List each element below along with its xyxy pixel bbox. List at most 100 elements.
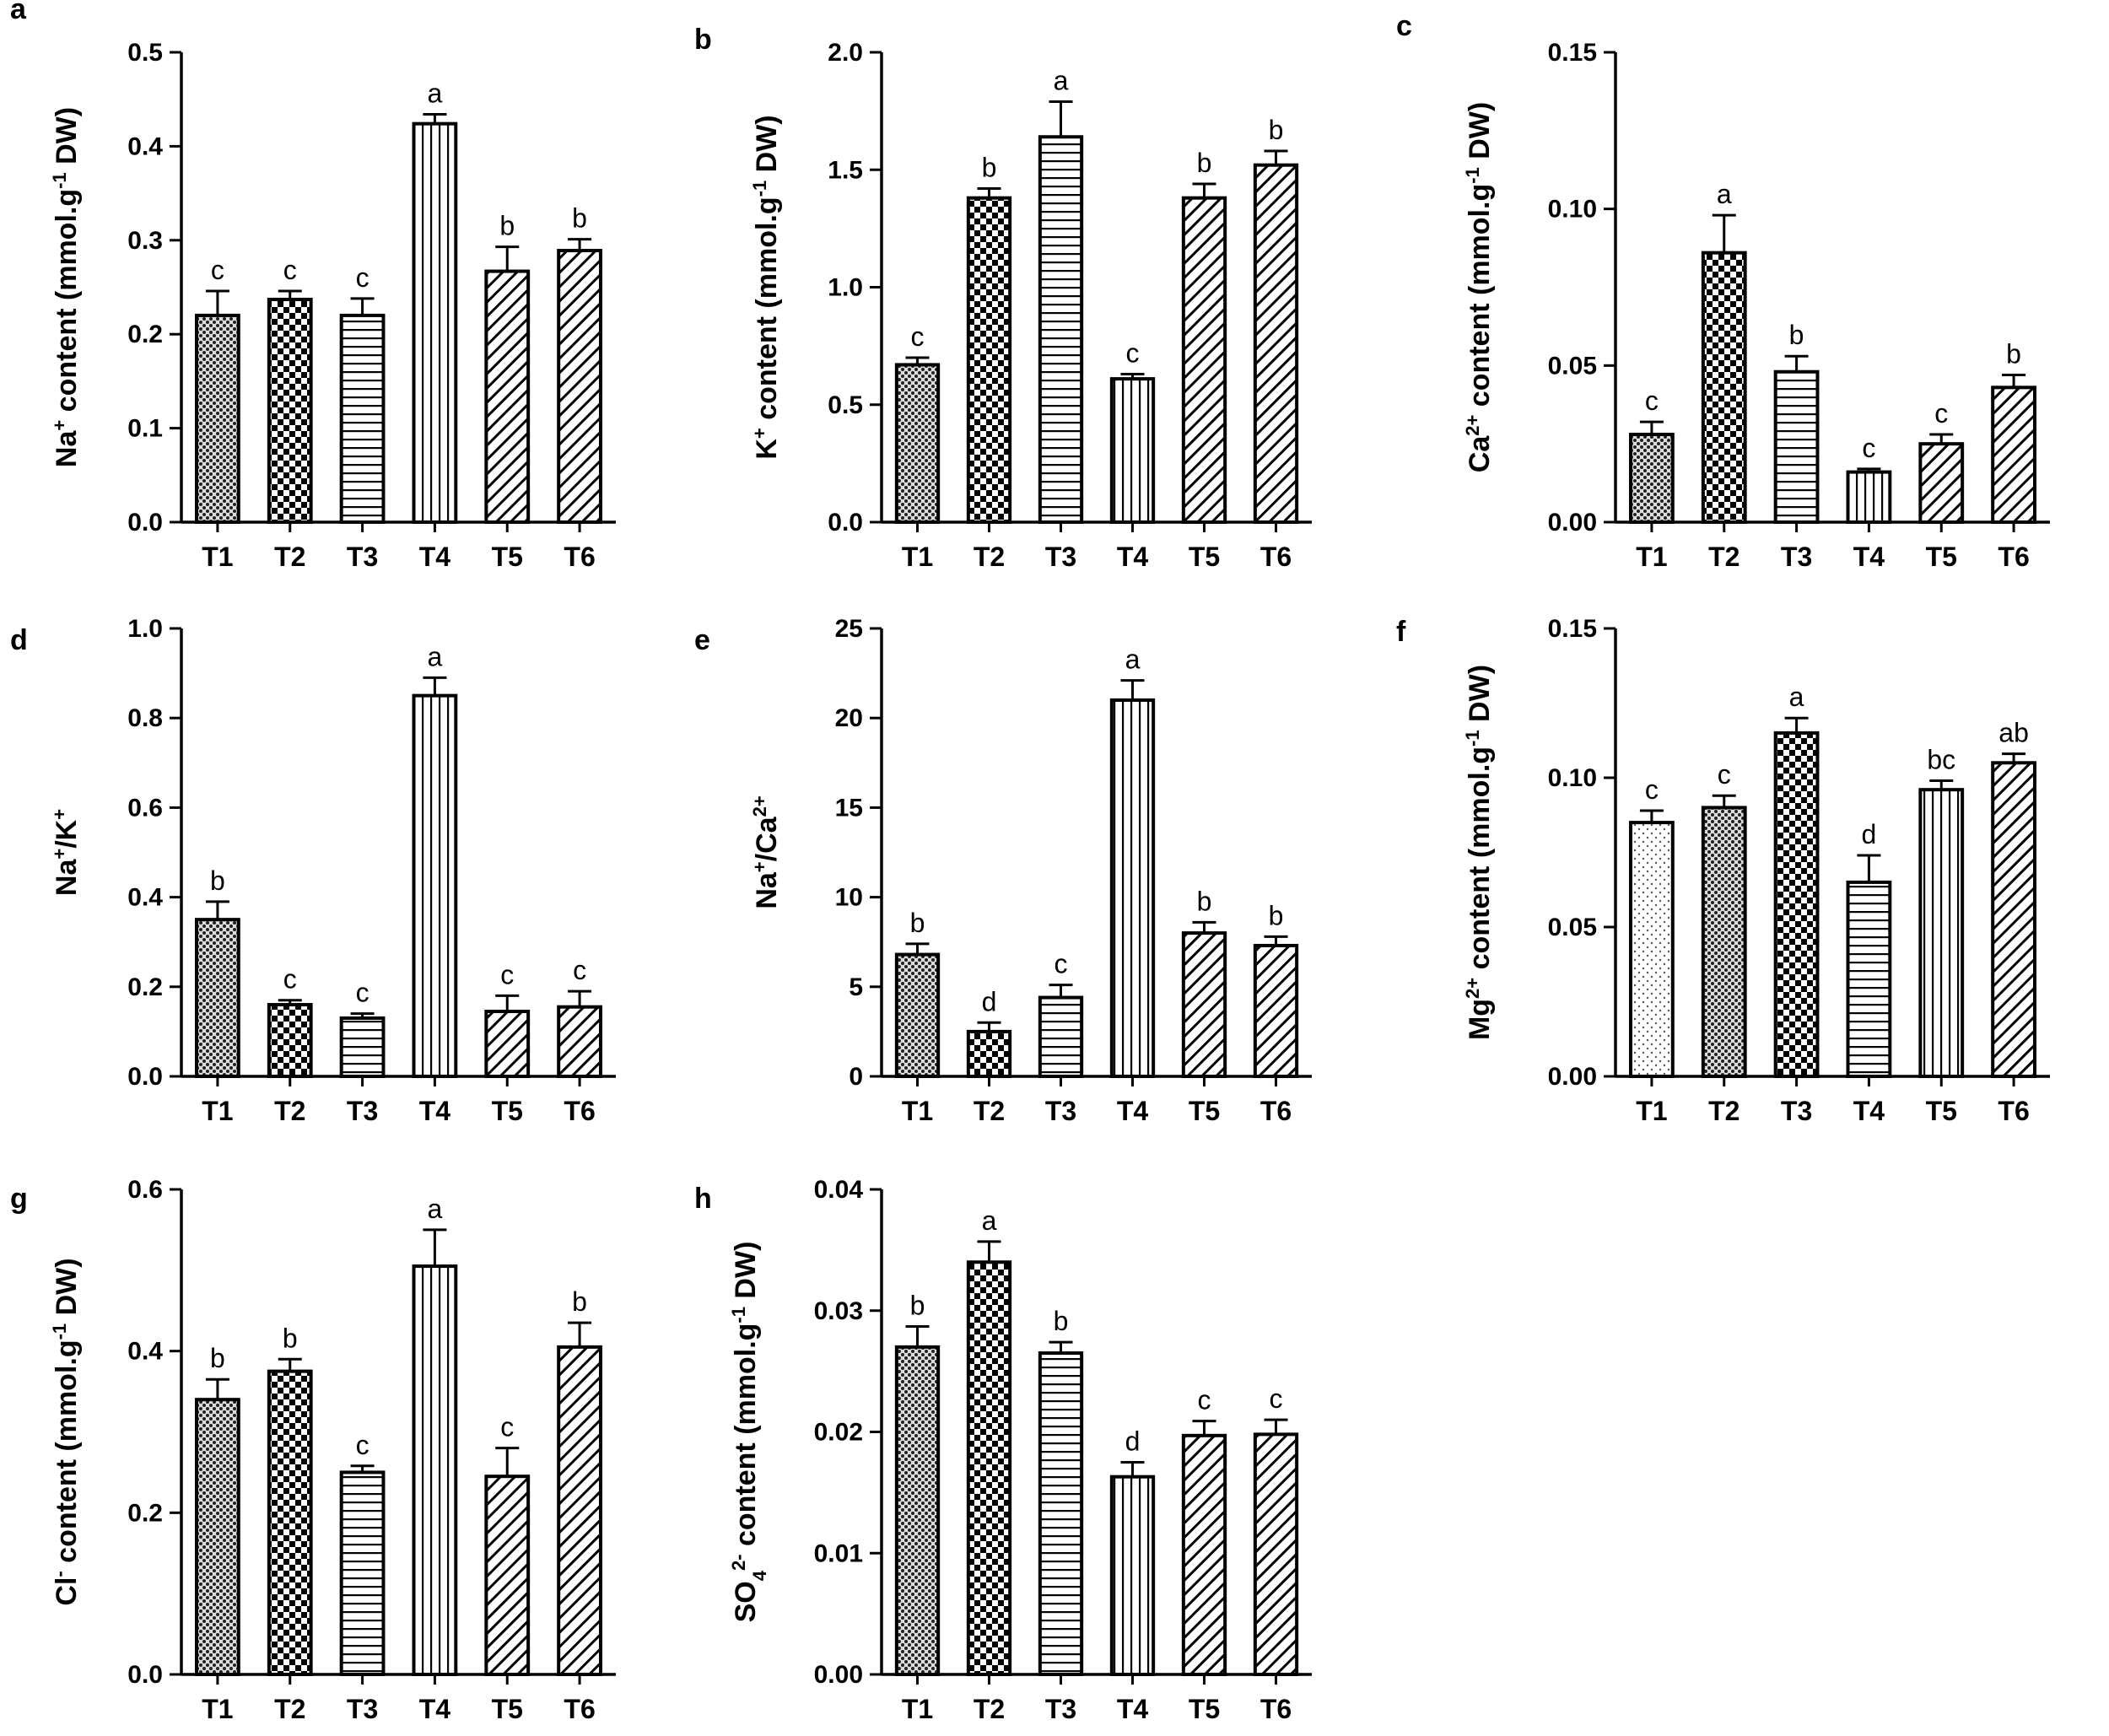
x-tick-label: T4 bbox=[1853, 542, 1885, 572]
significance-letter: c bbox=[1718, 759, 1731, 790]
x-tick-label: T1 bbox=[902, 1694, 933, 1724]
bar-t4 bbox=[1109, 698, 1156, 1079]
bar-t2 bbox=[267, 297, 313, 524]
bar-t4 bbox=[1846, 470, 1892, 525]
x-tick-label: T6 bbox=[1260, 1694, 1292, 1724]
panel-letter: a bbox=[10, 0, 27, 25]
bar-t2 bbox=[267, 1369, 313, 1676]
panel-c: c 0.00 0.05 0.10 0.15 Ca2+ content (mmol.g-1 … bbox=[1396, 10, 2050, 572]
x-tick-label: T2 bbox=[974, 1694, 1005, 1724]
bar-t1 bbox=[1629, 821, 1675, 1078]
y-axis-label: Na+/K+ bbox=[49, 809, 84, 896]
y-tick-label: 0.10 bbox=[1548, 764, 1597, 792]
bar-t6 bbox=[1253, 943, 1299, 1078]
bar-t1 bbox=[195, 918, 240, 1079]
x-tick-label: T6 bbox=[564, 1694, 595, 1724]
bar-t3 bbox=[339, 313, 386, 525]
y-tick-label: 0.4 bbox=[127, 1338, 163, 1366]
y-tick-label: 10 bbox=[835, 884, 863, 912]
x-tick-label: T1 bbox=[202, 1694, 233, 1724]
y-tick-label: 0.00 bbox=[1548, 509, 1597, 536]
significance-letter: b bbox=[1197, 886, 1212, 916]
significance-letter: a bbox=[1717, 179, 1732, 209]
significance-letter: b bbox=[1269, 115, 1284, 145]
significance-letter: c bbox=[211, 255, 224, 285]
y-tick-label: 0.5 bbox=[127, 39, 163, 67]
bar-t5 bbox=[484, 1010, 531, 1079]
x-tick-label: T1 bbox=[1636, 542, 1667, 572]
significance-letter: b bbox=[210, 865, 225, 896]
bar-t6 bbox=[1253, 1432, 1299, 1676]
significance-letter: b bbox=[1197, 148, 1212, 178]
bar-t5 bbox=[1918, 442, 1965, 525]
bar-t4 bbox=[1109, 377, 1156, 524]
bar-t6 bbox=[557, 1005, 602, 1078]
bar-t2 bbox=[966, 196, 1012, 524]
bar-t6 bbox=[1991, 761, 2036, 1078]
x-tick-label: T1 bbox=[1636, 1096, 1667, 1126]
y-tick-label: 0 bbox=[849, 1063, 863, 1091]
bar-t5 bbox=[1181, 931, 1227, 1078]
y-tick-label: 0.2 bbox=[127, 1499, 163, 1527]
y-tick-label: 0.8 bbox=[127, 704, 163, 732]
y-tick-label: 0.0 bbox=[828, 509, 863, 536]
y-tick-label: 0.3 bbox=[127, 227, 163, 255]
y-tick-label: 0.02 bbox=[814, 1419, 863, 1447]
y-tick-label: 1.5 bbox=[828, 156, 863, 184]
bar-t3 bbox=[1773, 369, 1820, 525]
bar-t3 bbox=[1038, 135, 1084, 524]
y-axis-label: K+ content (mmol.g-1 DW) bbox=[749, 115, 784, 459]
x-tick-label: T2 bbox=[274, 1694, 305, 1724]
panel-b: b 0.0 0.5 1.0 1.5 2.0 K+ content (mmol.g-1 DW)… bbox=[694, 24, 1312, 572]
x-tick-label: T6 bbox=[564, 542, 595, 572]
significance-letter: c bbox=[1198, 1385, 1211, 1415]
significance-letter: c bbox=[1270, 1383, 1283, 1414]
x-tick-label: T3 bbox=[1045, 1694, 1076, 1724]
x-tick-label: T1 bbox=[202, 542, 233, 572]
x-tick-label: T4 bbox=[1117, 1096, 1149, 1126]
significance-letter: ab bbox=[1998, 718, 2029, 748]
y-tick-label: 0.01 bbox=[814, 1539, 863, 1567]
bar-t5 bbox=[1181, 1433, 1227, 1676]
bar-t1 bbox=[195, 1398, 240, 1676]
x-tick-label: T2 bbox=[974, 1096, 1005, 1126]
panel-h: h 0.00 0.01 0.02 0.03 0.04 SO42- content (mmol… bbox=[694, 1176, 1312, 1724]
significance-letter: c bbox=[283, 964, 297, 995]
bar-t1 bbox=[894, 1345, 941, 1676]
panel-f: f 0.00 0.05 0.10 0.15 Mg2+ content (mmol.g-1 … bbox=[1396, 615, 2050, 1126]
significance-letter: a bbox=[982, 1205, 997, 1236]
x-tick-label: T4 bbox=[1117, 542, 1149, 572]
x-tick-label: T6 bbox=[1998, 542, 2029, 572]
x-tick-label: T5 bbox=[1926, 542, 1957, 572]
x-tick-label: T5 bbox=[492, 1096, 523, 1126]
significance-letter: c bbox=[500, 959, 514, 989]
x-tick-label: T5 bbox=[1189, 1694, 1220, 1724]
significance-letter: c bbox=[500, 1412, 514, 1442]
y-axis-label: Na+ content (mmol.g-1 DW) bbox=[49, 107, 84, 467]
x-tick-label: T4 bbox=[1853, 1096, 1885, 1126]
bar-t6 bbox=[557, 1345, 602, 1676]
y-axis-label: Mg2+ content (mmol.g-1 DW) bbox=[1462, 665, 1497, 1040]
bar-t5 bbox=[1918, 788, 1965, 1078]
bar-t2 bbox=[1701, 251, 1747, 524]
bar-t2 bbox=[966, 1029, 1012, 1079]
bar-t1 bbox=[894, 952, 941, 1078]
bar-t3 bbox=[339, 1016, 386, 1078]
x-tick-label: T1 bbox=[202, 1096, 233, 1126]
x-tick-label: T5 bbox=[1189, 542, 1220, 572]
panel-a: a 0.0 0.1 0.2 0.3 0.4 0.5 Na+ content (mmol.g-1… bbox=[10, 0, 616, 572]
x-tick-label: T2 bbox=[274, 1096, 305, 1126]
significance-letter: c bbox=[1934, 398, 1948, 429]
bar-t1 bbox=[894, 363, 941, 524]
x-tick-label: T4 bbox=[419, 1096, 451, 1126]
x-tick-label: T3 bbox=[1045, 1096, 1076, 1126]
x-tick-label: T2 bbox=[1708, 542, 1740, 572]
y-axis-label: Ca2+ content (mmol.g-1 DW) bbox=[1462, 102, 1497, 472]
bar-t5 bbox=[484, 269, 531, 524]
x-tick-label: T5 bbox=[492, 1694, 523, 1724]
bar-t5 bbox=[484, 1475, 531, 1677]
y-tick-label: 0.10 bbox=[1548, 196, 1597, 224]
significance-letter: b bbox=[910, 908, 925, 938]
significance-letter: c bbox=[573, 955, 586, 985]
y-tick-label: 0.00 bbox=[814, 1661, 863, 1689]
